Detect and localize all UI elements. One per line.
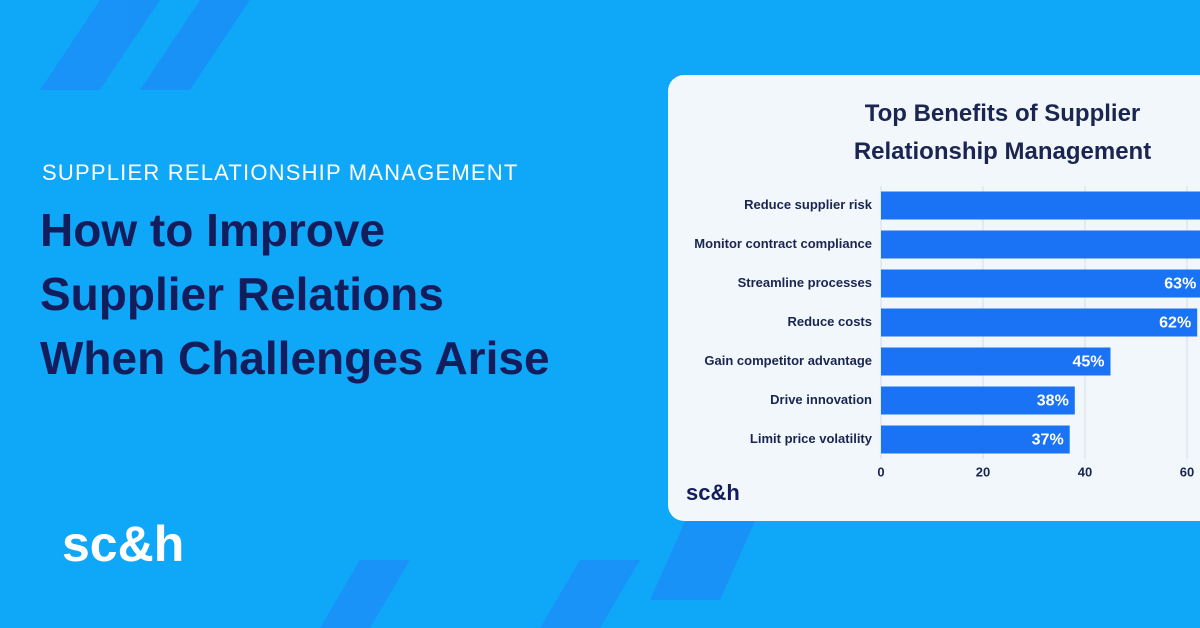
headline: How to Improve Supplier Relations When Cha… [40,198,550,390]
headline-line: When Challenges Arise [40,332,550,384]
decoration [40,0,760,628]
y-tick-label: Reduce supplier risk [744,197,873,212]
bar [881,269,1200,298]
x-tick-label: 40 [1078,464,1092,479]
y-tick-label: Monitor contract compliance [694,236,872,251]
bar [881,425,1070,454]
x-tick-label: 20 [976,464,990,479]
bar [881,386,1075,415]
x-tick-label: 0 [877,464,884,479]
card-logo: sc&h [686,480,740,505]
x-tick-label: 60 [1180,464,1194,479]
value-label: 45% [1072,354,1104,371]
headline-line: How to Improve [40,204,386,256]
value-label: 38% [1037,393,1069,410]
bar [881,230,1200,259]
plot: 0 20 40 60 Reduce supplier risk Monitor contr… [694,186,1200,479]
y-tick-label: Reduce costs [787,314,872,329]
value-label: 62% [1159,315,1191,332]
chart-title: Top Benefits of Supplier Relationship Ma… [853,100,1152,165]
bar [881,191,1200,220]
bar [881,308,1198,337]
value-label: 37% [1032,432,1064,449]
value-label: 63% [1164,276,1196,293]
logo: sc&h [62,516,184,572]
y-tick-label: Streamline processes [738,275,872,290]
y-tick-label: Limit price volatility [750,431,873,446]
kicker: SUPPLIER RELATIONSHIP MANAGEMENT [42,160,519,185]
y-tick-label: Drive innovation [770,392,872,407]
y-tick-label: Gain competitor advantage [704,353,872,368]
bar [881,347,1111,376]
headline-line: Supplier Relations [40,268,444,320]
